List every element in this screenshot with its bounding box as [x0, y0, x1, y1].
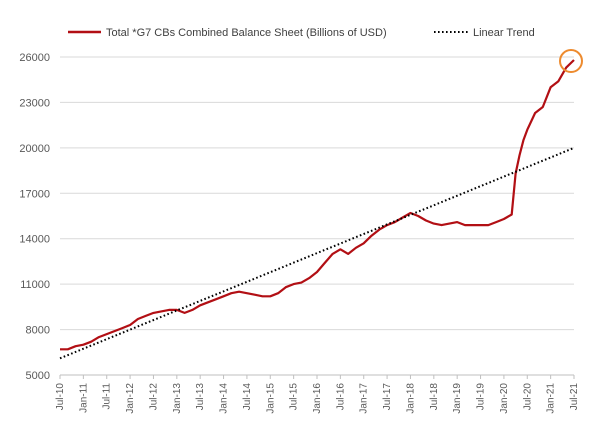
x-tick-label: Jul-19 — [476, 383, 487, 411]
x-tick-label: Jul-13 — [195, 383, 206, 411]
y-tick-label: 14000 — [19, 234, 50, 246]
x-tick-label: Jul-16 — [335, 383, 346, 411]
x-tick-label: Jan-14 — [219, 383, 230, 414]
x-tick-label: Jan-19 — [452, 383, 463, 414]
y-tick-label: 26000 — [19, 52, 50, 64]
series-line-balance-sheet — [60, 59, 575, 351]
x-tick-label: Jan-16 — [312, 383, 323, 414]
x-tick-label: Jan-20 — [499, 383, 510, 414]
y-tick-label: 11000 — [20, 279, 50, 291]
x-tick-label: Jul-12 — [148, 383, 159, 411]
legend: Total *G7 CBs Combined Balance Sheet (Bi… — [68, 27, 535, 39]
y-tick-label: 20000 — [19, 143, 50, 155]
grid-lines — [60, 56, 574, 331]
annotations — [559, 49, 583, 74]
x-tick-label: Jan-21 — [546, 383, 557, 414]
x-tick-label: Jul-14 — [242, 383, 253, 411]
x-tick-label: Jan-17 — [359, 383, 370, 414]
x-tick-label: Jul-11 — [102, 383, 113, 410]
series-lines — [59, 59, 575, 360]
y-tick-label: 8000 — [26, 325, 50, 337]
x-tick-label: Jan-18 — [405, 383, 416, 414]
legend-label-balance-sheet: Total *G7 CBs Combined Balance Sheet (Bi… — [106, 27, 387, 39]
y-tick-label: 17000 — [19, 188, 50, 200]
x-tick-label: Jul-18 — [429, 383, 440, 411]
x-tick-label: Jan-12 — [125, 383, 136, 414]
legend-label-linear-trend: Linear Trend — [473, 27, 535, 39]
highlight-circle — [559, 49, 583, 74]
x-tick-label: Jan-13 — [172, 383, 183, 414]
x-tick-label: Jan-11 — [78, 383, 89, 413]
x-tick-label: Jul-17 — [382, 383, 393, 411]
series-line-linear-trend — [59, 146, 575, 360]
y-tick-label: 5000 — [26, 370, 50, 382]
x-tick-label: Jul-10 — [55, 383, 66, 411]
x-tick-label: Jul-20 — [522, 383, 533, 411]
x-axis: Jul-10 Jan-11 Jul-11 Jan-12 Jul-12 Jan-13 Jul-… — [55, 374, 580, 414]
y-tick-label: 23000 — [19, 97, 50, 109]
y-axis-tick-labels: 5000 8000 11000 14000 17000 20000 23000 26000 — [19, 52, 50, 382]
x-tick-label: Jul-15 — [289, 383, 300, 411]
x-tick-label: Jan-15 — [265, 383, 276, 414]
x-tick-label: Jul-21 — [569, 383, 580, 411]
